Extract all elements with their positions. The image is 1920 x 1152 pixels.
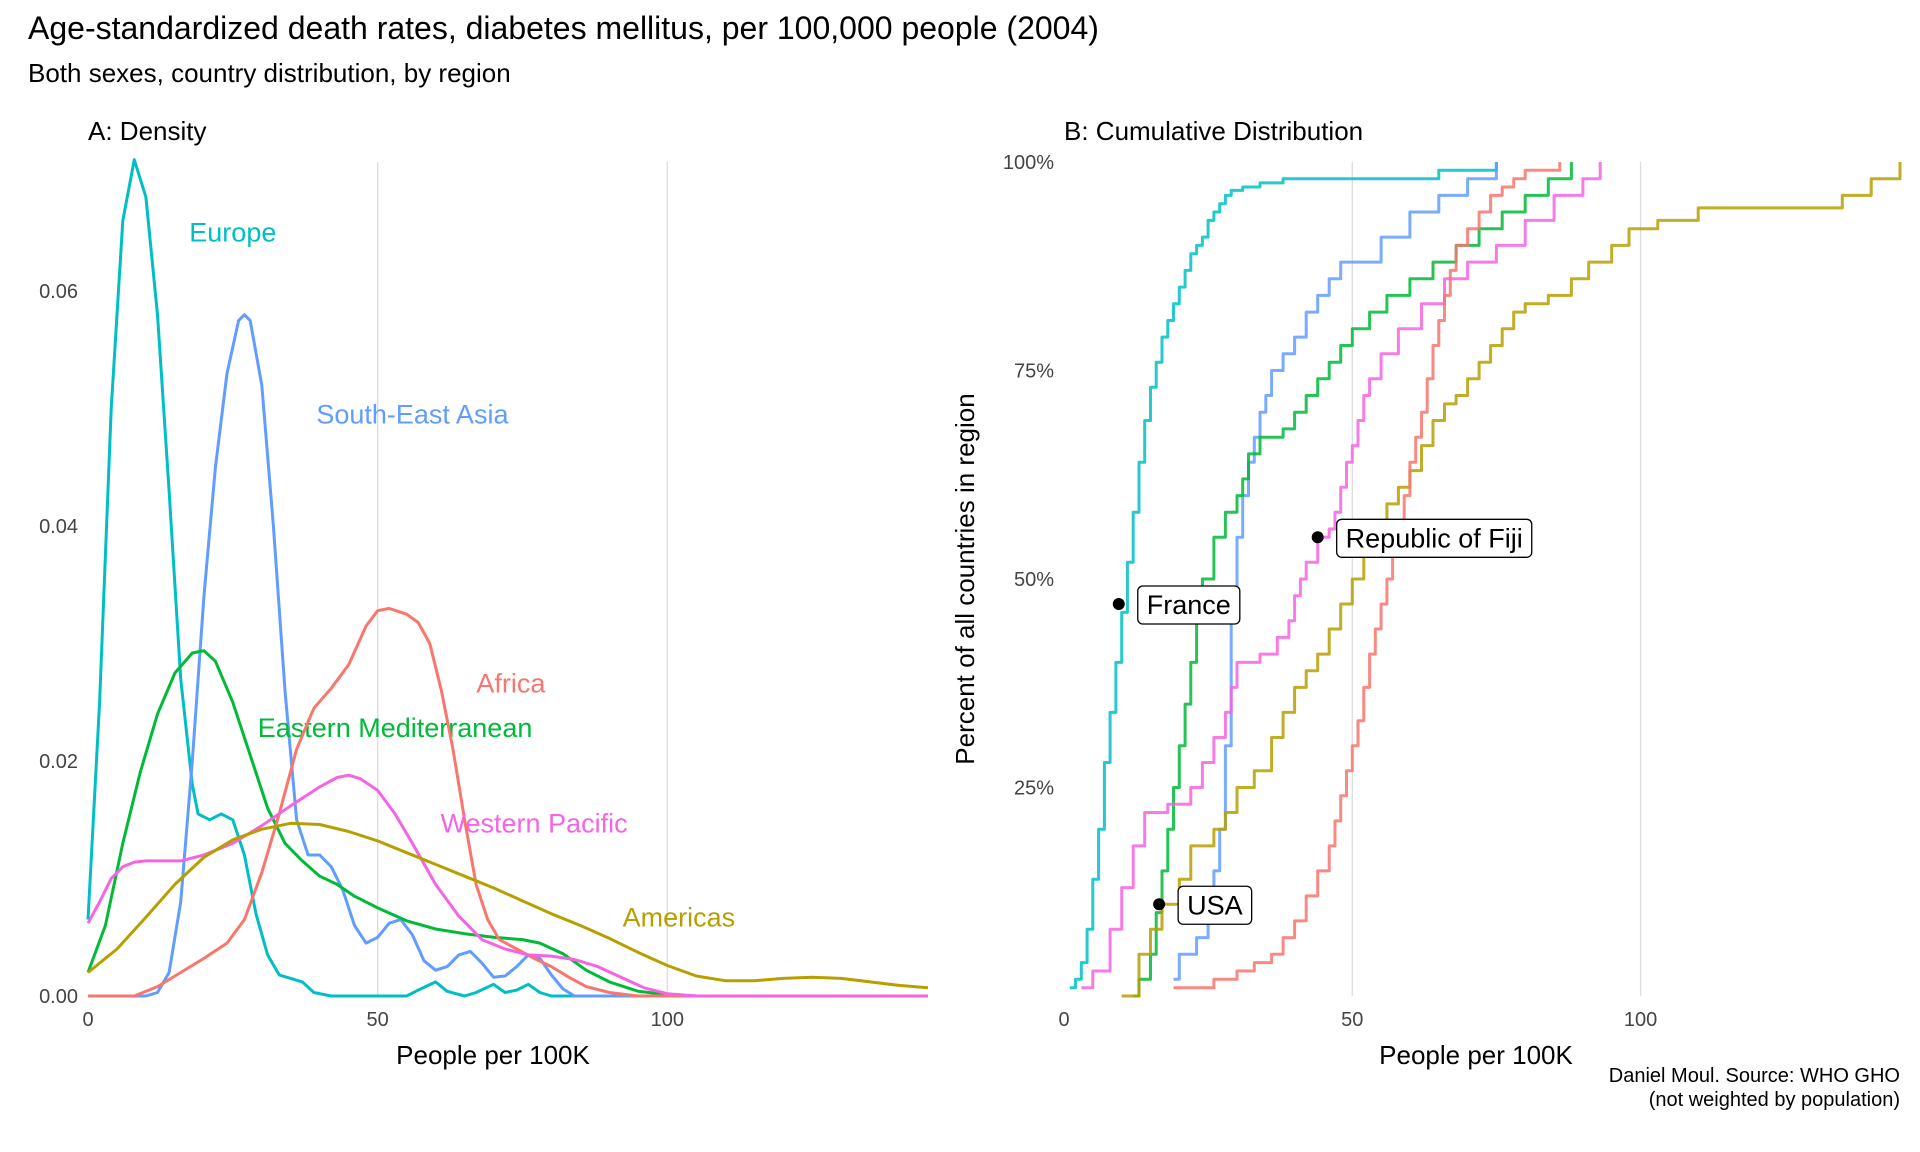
series-line-a-south-east-asia	[88, 313, 928, 998]
annotation-box-france	[1137, 585, 1241, 625]
annotation-box-republic-of-fiji	[1336, 518, 1533, 558]
series-label-americas: Americas	[623, 902, 736, 932]
series-line-b-americas	[1121, 162, 1902, 998]
annotation-point-republic-of-fiji	[1311, 531, 1324, 544]
caption-source: Daniel Moul. Source: WHO GHO	[1608, 1065, 1900, 1087]
y-tick-label-0: 25%	[1014, 778, 1054, 800]
series-line-a-europe	[86, 158, 928, 998]
annotation-republic-of-fiji: Republic of Fiji	[1311, 518, 1533, 558]
x-axis-title-a: People per 100K	[396, 1040, 590, 1070]
series-label-western-pacific: Western Pacific	[441, 808, 628, 838]
annotation-point-france	[1112, 598, 1125, 611]
series-line-b-eastern-mediterranean	[1133, 162, 1573, 998]
chart-caption: Daniel Moul. Source: WHO GHO (not weight…	[1609, 1064, 1900, 1112]
y-tick-label-0: 0.00	[39, 986, 78, 1008]
y-tick-label-1: 50%	[1014, 569, 1054, 591]
series-label-europe: Europe	[189, 217, 276, 247]
series-label-africa: Africa	[476, 669, 546, 699]
x-tick-label-50: 50	[367, 1009, 389, 1031]
y-tick-label-2: 0.04	[39, 516, 78, 538]
series-line-a-eastern-mediterranean	[86, 649, 928, 998]
series-line-b-south-east-asia	[1173, 162, 1498, 981]
annotation-label-republic-of-fiji: Republic of Fiji	[1346, 523, 1523, 553]
panel-title-a: A: Density	[88, 116, 207, 146]
x-tick-label-0: 0	[82, 1009, 93, 1031]
series-line-b-western-pacific	[1081, 162, 1602, 990]
chart-subtitle: Both sexes, country distribution, by reg…	[28, 58, 511, 88]
panel-a: A: Density 0 50 100 0.00 0.02 0.04 0.06 People p…	[39, 116, 929, 1070]
annotation-label-france: France	[1147, 590, 1231, 620]
panel-b: B: Cumulative Distribution 0 50 100 25% 50% 75…	[950, 116, 1902, 1070]
series-line-a-africa	[88, 606, 928, 998]
x-tick-label-50: 50	[1341, 1009, 1363, 1031]
x-tick-label-0: 0	[1058, 1009, 1069, 1031]
chart-title: Age-standardized death rates, diabetes m…	[28, 10, 1099, 46]
series-line-b-europe	[1069, 162, 1498, 990]
annotation-point-usa	[1153, 898, 1166, 911]
series-line-a-western-pacific	[86, 773, 928, 998]
annotation-usa: USA	[1153, 885, 1253, 925]
y-tick-label-2: 75%	[1014, 361, 1054, 383]
x-tick-label-100: 100	[1624, 1009, 1657, 1031]
panel-title-b: B: Cumulative Distribution	[1064, 116, 1363, 146]
y-axis-title-b: Percent of all countries in region	[950, 393, 980, 764]
caption-note: (not weighted by population)	[1648, 1089, 1900, 1111]
x-axis-title-b: People per 100K	[1379, 1040, 1573, 1070]
series-label-eastern-mediterranean: Eastern Mediterranean	[258, 713, 533, 743]
series-label-south-east-asia: South-East Asia	[316, 400, 509, 430]
y-tick-label-3: 100%	[1003, 152, 1054, 174]
y-tick-label-1: 0.02	[39, 751, 78, 773]
series-line-a-americas	[87, 821, 929, 990]
y-tick-label-3: 0.06	[39, 281, 78, 303]
annotation-france: France	[1112, 585, 1241, 625]
annotation-label-usa: USA	[1187, 890, 1243, 920]
series-line-b-africa	[1173, 162, 1562, 990]
annotation-box-usa	[1177, 885, 1253, 925]
x-tick-label-100: 100	[651, 1009, 684, 1031]
